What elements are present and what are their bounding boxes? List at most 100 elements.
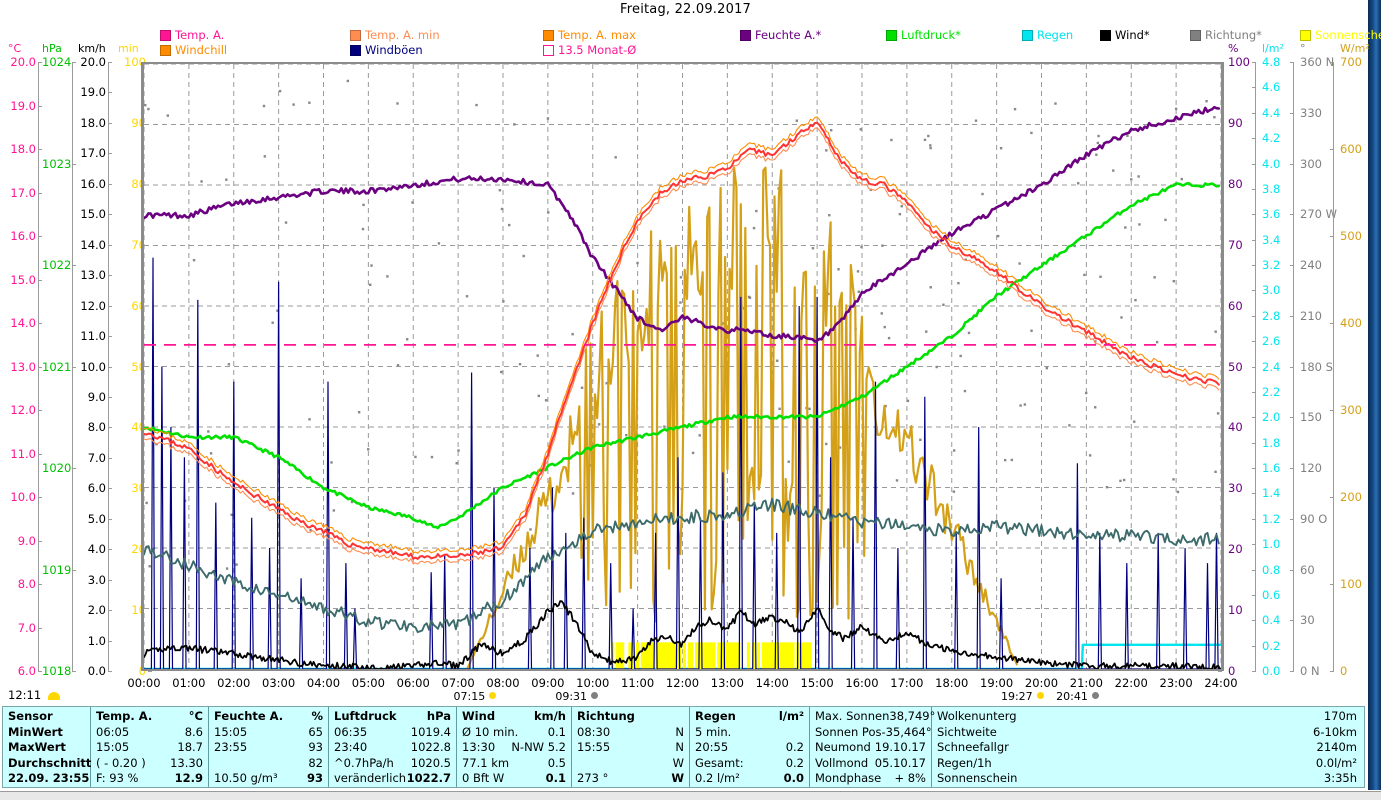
axis-tickmark — [38, 627, 42, 629]
legend-swatch-icon — [740, 29, 751, 41]
axis-tickmark — [1252, 138, 1256, 140]
axis-tickmark — [1330, 497, 1334, 498]
axis-tick-wind: 10.0 — [80, 359, 106, 374]
table-cell-label: veränderlich — [334, 771, 407, 786]
x-axis-label: 11:00 — [621, 676, 655, 690]
legend-item-regen[interactable]: Regen — [1022, 28, 1073, 42]
table-cell-value: W — [672, 755, 684, 770]
table-row: 15:05 18.7 — [96, 740, 203, 756]
table-cell-value: 82 — [308, 755, 323, 770]
axis-tick-direction: 360 N — [1300, 55, 1335, 69]
legend-item-label: Windchill — [175, 43, 228, 57]
axis-tickmark — [38, 410, 42, 411]
legend-swatch-icon — [350, 29, 361, 41]
table-cell-label: Luftdruck — [334, 709, 397, 723]
axis-unit-rain: l/m² — [1262, 42, 1284, 55]
table-cell-label: 13:30 — [462, 740, 496, 755]
table-cell-label: Mondphase — [815, 771, 882, 786]
axis-tick-wind: 18.0 — [80, 115, 106, 130]
legend-swatch-icon — [543, 44, 554, 56]
axis-tickmark — [1252, 544, 1256, 546]
axis-tick-wind: 16.0 — [80, 176, 106, 191]
axis-tick-humidity: 0 — [1228, 664, 1236, 678]
legend-item-feuchte-a[interactable]: Feuchte A.* — [740, 28, 821, 42]
axis-tickmark — [38, 236, 42, 237]
axis-tickmark — [108, 518, 112, 520]
x-axis-label: 00:00 — [127, 676, 161, 690]
table-row: Neumond 19.10.17 — [815, 740, 926, 756]
table-cell-value: hPa — [426, 709, 451, 723]
axis-tick-humidity: 60 — [1228, 298, 1243, 313]
x-axis-annotation-moonrise-icon: 20:41 — [1056, 690, 1088, 703]
legend-item-windb-en[interactable]: Windböen — [350, 43, 423, 57]
table-cell-label: Sonnenschein — [937, 771, 1018, 786]
axis-tick-solar: 200 — [1340, 490, 1362, 504]
axis-tickmark — [1252, 671, 1256, 672]
axis-tick-rain: 4.6 — [1262, 80, 1281, 95]
axis-tick-wind: 4.0 — [87, 542, 106, 557]
legend-item-wind[interactable]: Wind* — [1100, 28, 1150, 42]
x-axis-label: 24:00 — [1204, 676, 1238, 690]
axis-tick-temperature: 8.0 — [17, 577, 36, 591]
chart-plot-area[interactable] — [141, 62, 1224, 671]
axis-tickmark — [1252, 239, 1256, 241]
legend-swatch-icon — [1022, 29, 1033, 41]
legend-item-richtung[interactable]: Richtung* — [1190, 28, 1262, 42]
table-cell-value: l/m² — [778, 709, 804, 723]
table-cell-value: 0.0 — [783, 771, 804, 786]
table-cell-label: ( - 0.20 ) — [96, 755, 146, 770]
legend-item-temp-a[interactable]: Temp. A. — [160, 28, 224, 42]
axis-tickmark — [108, 92, 112, 94]
table-cell-value: N — [675, 740, 684, 755]
x-axis-label: 02:00 — [217, 676, 251, 690]
axis-tick-rain: 3.6 — [1262, 207, 1281, 222]
axis-tickmark — [1290, 417, 1294, 419]
legend-item-13-5-monat[interactable]: 13.5 Monat-Ø — [543, 43, 636, 57]
legend-item-temp-a-max[interactable]: Temp. A. max — [543, 28, 636, 42]
axis-tick-humidity: 70 — [1228, 237, 1243, 252]
chart-canvas — [144, 64, 1221, 669]
axis-tickmark — [108, 183, 112, 185]
table-column-conditions: Wolkenunterg 170m Sichtweite 6-10km Schneefa… — [932, 707, 1362, 787]
axis-tickmark — [72, 468, 76, 469]
axis-tickmark — [108, 62, 112, 63]
table-row: 06:35 1019.4 — [334, 725, 451, 741]
axis-tick-sunshine: 100 — [124, 55, 146, 69]
legend-item-label: Feuchte A.* — [755, 28, 822, 42]
legend-item-luftdruck[interactable]: Luftdruck* — [886, 28, 961, 42]
table-column-direction: Richtung 08:30 N 15:55 N W 273 ° W — [572, 707, 690, 787]
axis-tick-rain: 0.4 — [1262, 613, 1281, 628]
axis-tick-wind: 19.0 — [80, 85, 106, 100]
axis-tickmark — [1290, 366, 1294, 368]
table-row: 15:05 65 — [214, 725, 323, 741]
legend-item-windchill[interactable]: Windchill — [160, 43, 227, 57]
table-row: 22.09. 23:55 — [8, 771, 89, 787]
axis-tick-wind: 13.0 — [80, 268, 106, 283]
axis-tickmark — [1330, 62, 1334, 63]
axis-unit-wind: km/h — [78, 42, 106, 55]
table-column-pressure: Luftdruck hPa 06:35 1019.4 23:40 1022.8 ^0.7hP… — [329, 707, 457, 787]
axis-tickmark — [1290, 62, 1294, 63]
axis-tickmark — [1290, 620, 1294, 622]
table-row: 06:05 8.6 — [96, 725, 203, 741]
axis-tickmark — [108, 275, 112, 277]
legend-item-sonnenschein[interactable]: Sonnenschein — [1300, 28, 1381, 42]
table-row: F: 93 % 12.9 — [96, 771, 203, 787]
legend-item-temp-a-min[interactable]: Temp. A. min — [350, 28, 440, 42]
axis-tickmark — [148, 671, 152, 672]
axis-tickmark — [38, 279, 42, 281]
table-cell-label: 20:55 — [695, 740, 729, 755]
legend-item-label: Sonnenschein — [1315, 28, 1381, 42]
x-axis-label: 01:00 — [172, 676, 206, 690]
axis-tickmark — [38, 366, 42, 368]
axis-tick-rain: 2.2 — [1262, 384, 1281, 399]
legend-item-label: Temp. A. — [175, 28, 225, 42]
table-cell-label: F: 93 % — [96, 771, 139, 786]
axis-tickmark — [108, 305, 112, 307]
axis-tick-direction: 150 — [1300, 410, 1322, 425]
axis-tick-temperature: 12.0 — [10, 403, 36, 417]
axis-tick-rain: 4.8 — [1262, 55, 1281, 69]
axis-tickmark — [38, 62, 42, 63]
axis-tickmark — [38, 584, 42, 585]
